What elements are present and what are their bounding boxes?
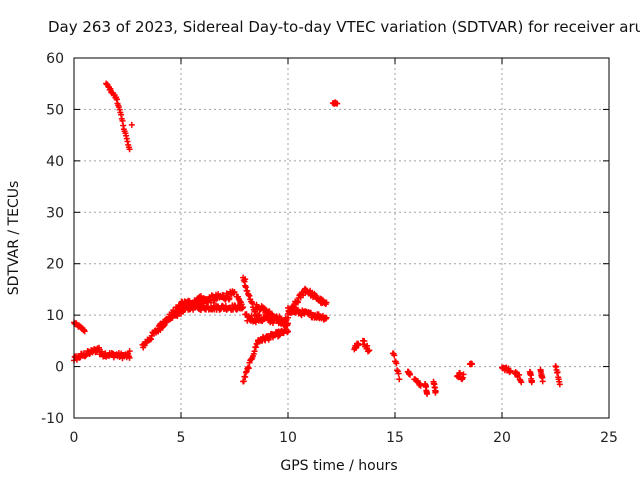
data-point-marker <box>539 378 546 385</box>
data-point-marker <box>394 367 401 374</box>
data-point-marker <box>407 371 413 378</box>
grid-lines <box>74 58 609 418</box>
data-point-marker <box>518 379 525 386</box>
y-tick-label: 60 <box>46 51 64 67</box>
y-tick-label: 10 <box>46 308 64 324</box>
data-point-marker <box>361 338 368 344</box>
x-tick-label: 15 <box>386 430 404 446</box>
chart-title: Day 263 of 2023, Sidereal Day-to-day VTE… <box>48 18 640 36</box>
x-tick-label: 0 <box>70 430 79 446</box>
data-point-marker <box>244 288 251 294</box>
data-point-marker <box>226 295 233 302</box>
data-point-marker <box>207 296 214 303</box>
data-point-marker <box>507 367 514 374</box>
y-tick-label: 50 <box>46 102 64 118</box>
data-point-marker <box>240 304 247 311</box>
data-point-marker <box>424 391 431 397</box>
data-point-marker <box>432 388 439 395</box>
data-point-marker <box>126 348 133 355</box>
data-point-marker <box>285 320 291 327</box>
y-tick-label: -10 <box>41 411 64 427</box>
data-point-marker <box>270 320 276 326</box>
plot-frame <box>73 57 610 419</box>
y-tick-label: 40 <box>46 154 64 170</box>
data-point-marker <box>395 370 402 377</box>
y-tick-label: 0 <box>55 360 64 376</box>
x-tick-label: 5 <box>177 430 186 446</box>
data-point-marker <box>332 99 339 106</box>
tick-labels: 0 5 10 15 20 25 -10 0 10 20 30 40 50 60 <box>41 51 618 446</box>
data-point-marker <box>396 376 403 383</box>
data-point-marker <box>245 365 252 372</box>
data-point-marker <box>554 369 561 376</box>
data-point-marker <box>126 146 133 153</box>
data-point-marker <box>276 332 283 339</box>
data-point-marker <box>469 361 475 367</box>
data-point-marker <box>285 328 291 335</box>
data-point-marker <box>126 354 133 361</box>
data-point-marker <box>81 328 88 335</box>
data-point-marker <box>393 360 400 367</box>
data-point-marker <box>323 299 330 306</box>
y-axis-label: SDTVAR / TECUs <box>6 181 22 296</box>
data-point-marker <box>231 289 238 295</box>
axis-ticks <box>73 57 610 419</box>
data-point-marker <box>323 314 330 321</box>
data-point-marker <box>128 121 135 128</box>
x-tick-label: 25 <box>600 430 618 446</box>
data-point-marker <box>391 352 398 359</box>
data-point-marker <box>556 381 563 388</box>
data-point-marker <box>242 276 249 283</box>
x-tick-label: 20 <box>493 430 511 446</box>
data-points <box>71 80 563 397</box>
y-tick-label: 30 <box>46 205 64 221</box>
data-point-marker <box>364 342 371 349</box>
data-point-marker <box>529 377 535 384</box>
y-tick-label: 20 <box>46 257 64 273</box>
data-point-marker <box>417 382 424 389</box>
x-axis-label: GPS time / hours <box>280 458 397 474</box>
data-point-marker <box>460 371 467 378</box>
data-point-marker <box>366 347 373 354</box>
x-tick-label: 10 <box>279 430 297 446</box>
data-point-marker <box>148 336 154 343</box>
